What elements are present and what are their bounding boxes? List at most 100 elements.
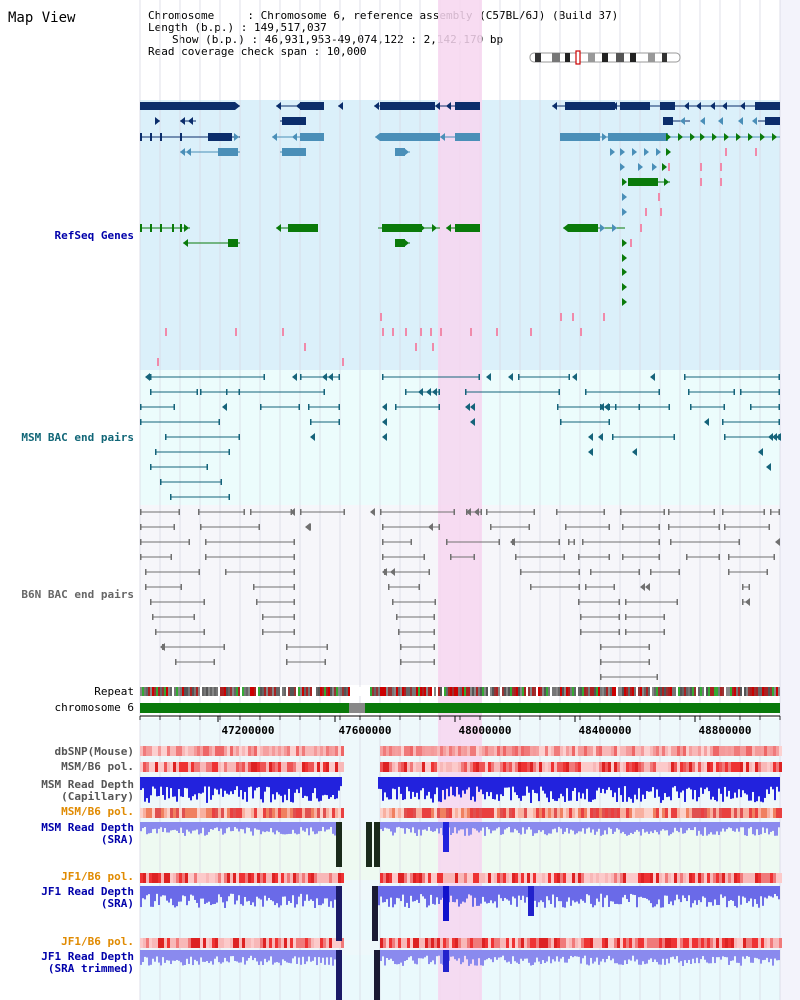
bac-end [293, 584, 295, 590]
label-dbsnp[interactable]: dbSNP(Mouse) [54, 745, 134, 758]
read-depth-bar [584, 950, 586, 956]
read-depth-bar [496, 777, 498, 795]
polymorphism-cell [185, 808, 188, 818]
read-depth-bar [406, 886, 408, 903]
repeat-element [694, 687, 696, 696]
label-jf1-depth-sra-1[interactable]: JF1 Read Depth [41, 885, 134, 898]
repeat-element [234, 687, 236, 696]
read-depth-bar [206, 777, 208, 803]
gene-strand-marker [435, 102, 440, 110]
read-depth-bar [762, 777, 764, 803]
gene-exon [150, 133, 152, 141]
polymorphism-cell [650, 746, 653, 756]
repeat-element [762, 687, 764, 696]
polymorphism-cell [554, 808, 557, 818]
bac-end [590, 569, 592, 575]
polymorphism-cell [392, 938, 395, 948]
polymorphism-cell [431, 808, 434, 818]
read-depth-bar [496, 950, 498, 960]
polymorphism-cell [263, 873, 266, 883]
polymorphism-cell [602, 808, 605, 818]
read-depth-bar [654, 886, 656, 907]
repeat-element [422, 687, 424, 696]
read-depth-bar [726, 822, 728, 830]
gene-marker [668, 163, 670, 171]
read-depth-bar [218, 822, 220, 832]
polymorphism-cell [695, 808, 698, 818]
label-msm-b6-pol-1[interactable]: MSM/B6 pol. [61, 760, 134, 773]
read-depth-bar [246, 822, 248, 828]
polymorphism-cell [257, 762, 260, 772]
repeat-element [668, 687, 670, 696]
gene-marker [572, 313, 574, 321]
gene-strand-marker [446, 102, 451, 110]
label-msm-depth-capillary-1[interactable]: MSM Read Depth [41, 778, 134, 791]
read-depth-bar [652, 886, 654, 908]
label-jf1-b6-pol-1[interactable]: JF1/B6 pol. [61, 870, 134, 883]
label-jf1-b6-pol-2[interactable]: JF1/B6 pol. [61, 935, 134, 948]
bac-end [326, 644, 328, 650]
repeat-element [608, 687, 610, 696]
bac-end [410, 539, 412, 545]
polymorphism-cell [617, 808, 620, 818]
bac-end [198, 509, 200, 515]
read-depth-bar [470, 777, 472, 801]
polymorphism-cell [269, 808, 272, 818]
repeat-element [752, 687, 754, 696]
read-depth-bar [392, 950, 394, 962]
polymorphism-cell [458, 808, 461, 818]
read-depth-bar [430, 886, 432, 895]
read-depth-bar [748, 886, 750, 902]
read-depth-bar [304, 822, 306, 832]
read-depth-bar [630, 886, 632, 894]
label-jf1-depth-trimmed-1[interactable]: JF1 Read Depth [41, 950, 134, 963]
label-msm-b6-pol-2[interactable]: MSM/B6 pol. [61, 805, 134, 818]
polymorphism-cell [587, 938, 590, 948]
read-depth-bar [720, 822, 722, 832]
read-depth-bar [286, 886, 288, 905]
gene-strand-marker [552, 102, 557, 110]
polymorphism-cell [692, 762, 695, 772]
polymorphism-cell [671, 808, 674, 818]
bac-end [218, 419, 220, 425]
bac-end [196, 389, 198, 395]
read-depth-bar [276, 950, 278, 963]
read-depth-bar [696, 822, 698, 836]
polymorphism-cell [272, 938, 275, 948]
bac-end [286, 644, 288, 650]
repeat-element [230, 687, 232, 696]
repeat-element [184, 687, 186, 696]
repeat-element [744, 687, 746, 696]
repeat-element [246, 687, 248, 696]
read-depth-bar [204, 822, 206, 836]
polymorphism-cell [710, 873, 713, 883]
read-depth-bar [154, 886, 156, 902]
label-refseq-genes[interactable]: RefSeq Genes [54, 229, 134, 242]
read-depth-bar [274, 777, 276, 800]
label-msm-bac[interactable]: MSM BAC end pairs [21, 431, 134, 444]
read-depth-bar [704, 777, 706, 790]
gene-strand-marker [610, 148, 615, 156]
gene-marker [645, 208, 647, 216]
polymorphism-cell [704, 746, 707, 756]
bac-end [668, 404, 670, 410]
polymorphism-cell [581, 873, 584, 883]
polymorphism-cell [176, 938, 179, 948]
label-b6n-bac[interactable]: B6N BAC end pairs [21, 588, 134, 601]
repeat-element [596, 687, 598, 696]
read-depth-bar [212, 950, 214, 965]
polymorphism-cell [626, 873, 629, 883]
label-msm-depth-sra-1[interactable]: MSM Read Depth [41, 821, 134, 834]
polymorphism-cell [290, 808, 293, 818]
polymorphism-cell [491, 938, 494, 948]
repeat-element [742, 687, 744, 696]
bac-end [608, 404, 610, 410]
read-depth-bar [712, 822, 714, 835]
bac-end-marker [768, 433, 773, 441]
read-depth-bar [690, 886, 692, 908]
polymorphism-cell [689, 938, 692, 948]
polymorphism-cell [575, 762, 578, 772]
polymorphism-cell [695, 762, 698, 772]
polymorphism-cell [761, 873, 764, 883]
